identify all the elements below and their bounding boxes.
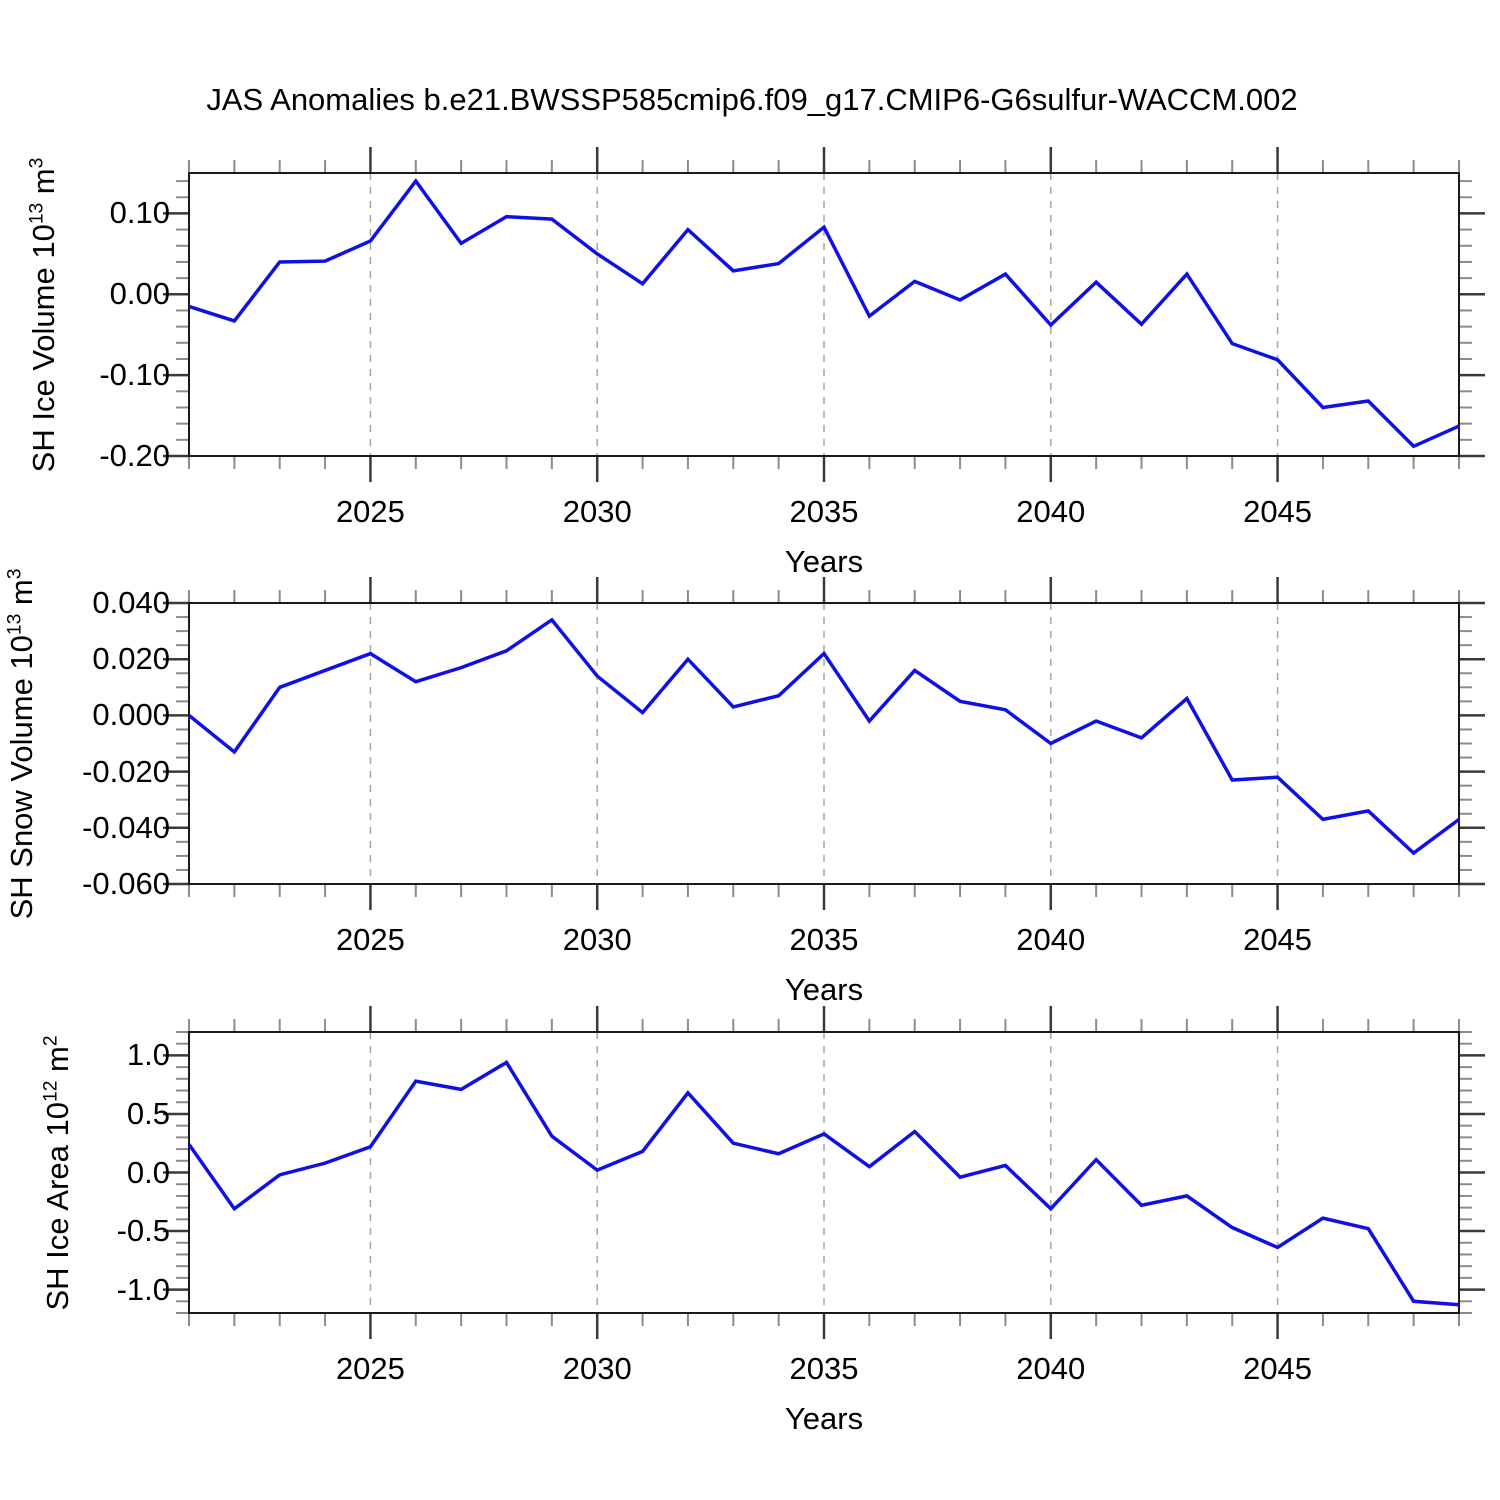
exponent: 13: [4, 613, 26, 635]
y-tick-label: -0.10: [99, 357, 170, 393]
y-tick-label: 0.040: [92, 585, 170, 620]
y-tick-label: 1.0: [126, 1037, 170, 1073]
y-tick-label: -0.040: [82, 809, 170, 845]
x-tick-label: 2035: [789, 1351, 859, 1386]
data-line: [187, 617, 1461, 856]
x-tick-label: 2030: [562, 922, 632, 957]
y-tick-label: 0.10: [109, 195, 170, 231]
x-tick-label: 2030: [562, 1351, 632, 1386]
plot-frame: [188, 602, 1460, 885]
chart-title: JAS Anomalies b.e21.BWSSP585cmip6.f09_g1…: [206, 82, 1298, 117]
x-tick-label: 2040: [1016, 494, 1086, 529]
x-tick-label: 2035: [789, 494, 859, 529]
x-tick-label: 2035: [789, 922, 859, 957]
plot-frame: [188, 172, 1460, 457]
x-axis-title-3: Years: [784, 1401, 864, 1436]
y-axis-title-text: SH Ice Volume 10: [26, 223, 61, 472]
x-axis-title-1: Years: [784, 544, 864, 579]
y-tick-label: 0.00: [109, 276, 170, 312]
data-line: [187, 1060, 1460, 1307]
x-tick-label: 2030: [562, 494, 632, 529]
unit-exponent: 3: [4, 568, 26, 579]
y-tick-label: 0.000: [92, 697, 170, 733]
y-tick-label: 0.0: [126, 1154, 170, 1190]
y-tick-label: -1.0: [116, 1271, 170, 1307]
x-tick-label: 2025: [335, 1351, 405, 1386]
y-tick-label: 0.5: [126, 1095, 170, 1131]
x-axis-title-2: Years: [784, 972, 864, 1007]
plot-frame: [188, 1031, 1460, 1314]
x-tick-label: 2045: [1243, 1351, 1313, 1386]
x-tick-label: 2025: [335, 922, 405, 957]
x-tick-label: 2025: [335, 494, 405, 529]
x-tick-label: 2045: [1243, 922, 1313, 957]
y-tick-label: -0.20: [99, 438, 170, 473]
x-tick-label: 2040: [1016, 922, 1086, 957]
unit-exponent: 3: [26, 157, 48, 168]
y-tick-label: -0.5: [116, 1213, 170, 1249]
x-tick-label: 2040: [1016, 1351, 1086, 1386]
y-tick-label: 0.020: [92, 641, 170, 677]
y-tick-label: -0.020: [82, 753, 170, 789]
data-line: [188, 178, 1460, 449]
x-tick-label: 2045: [1243, 494, 1313, 529]
y-tick-label: -0.060: [82, 866, 170, 901]
